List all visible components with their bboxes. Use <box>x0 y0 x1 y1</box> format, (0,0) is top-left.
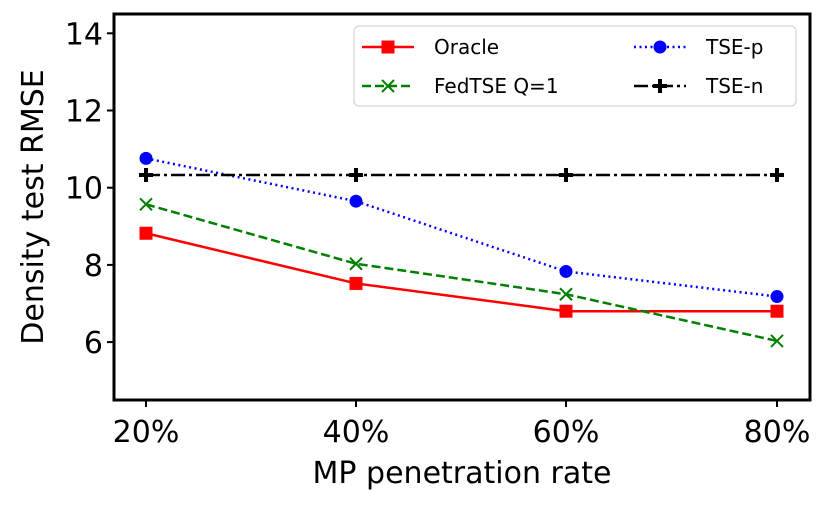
y-tick-label: 8 <box>84 249 103 284</box>
plot-frame <box>112 12 812 402</box>
legend-item: TSE-p <box>634 35 763 59</box>
series-tse-p <box>139 151 784 304</box>
data-point <box>139 151 153 165</box>
y-axis-ticks: 6 8 10 12 14 <box>65 17 114 361</box>
data-point <box>770 167 784 182</box>
legend-item: FedTSE Q=1 <box>362 74 559 98</box>
legend-label: TSE-n <box>705 74 763 98</box>
x-tick-label: 80% <box>744 415 811 450</box>
data-point <box>349 167 363 182</box>
legend-item: Oracle <box>362 35 499 59</box>
data-point <box>770 290 784 304</box>
data-point <box>559 287 573 301</box>
legend-marker <box>653 79 667 93</box>
series-layer <box>139 151 784 348</box>
y-tick-label: 6 <box>84 326 103 361</box>
series-oracle <box>139 226 784 318</box>
data-point <box>139 197 153 212</box>
x-axis-label: MP penetration rate <box>313 456 612 491</box>
y-axis-label: Density test RMSE <box>16 69 51 344</box>
legend-label: FedTSE Q=1 <box>434 74 559 98</box>
y-tick-label: 12 <box>65 95 103 130</box>
legend-label: TSE-p <box>705 35 763 59</box>
data-point <box>559 304 573 318</box>
series-line <box>145 203 778 343</box>
y-tick-label: 10 <box>65 172 103 207</box>
data-point <box>139 167 153 182</box>
legend-marker <box>381 40 395 54</box>
data-point <box>559 264 573 278</box>
data-point <box>139 226 153 240</box>
legend: Oracle FedTSE Q=1 TSE-p TSE-n <box>353 25 797 107</box>
data-point <box>349 257 363 271</box>
y-tick-label: 14 <box>65 17 103 52</box>
legend-marker <box>653 40 667 54</box>
legend-label: Oracle <box>434 35 499 59</box>
data-point <box>770 334 784 348</box>
x-tick-label: 20% <box>113 415 180 450</box>
legend-marker <box>381 79 395 93</box>
x-tick-label: 60% <box>533 415 600 450</box>
series-line <box>145 157 778 298</box>
series-line <box>145 232 777 313</box>
legend-item: TSE-n <box>634 74 763 98</box>
data-point <box>770 304 784 318</box>
series-tse-n <box>139 167 784 182</box>
data-point <box>559 167 573 182</box>
x-axis-ticks: 20% 40% 60% 80% <box>113 400 811 450</box>
data-point <box>349 276 363 290</box>
series-fedtse-q-1 <box>139 197 784 348</box>
x-tick-label: 40% <box>323 415 390 450</box>
data-point <box>349 194 363 208</box>
